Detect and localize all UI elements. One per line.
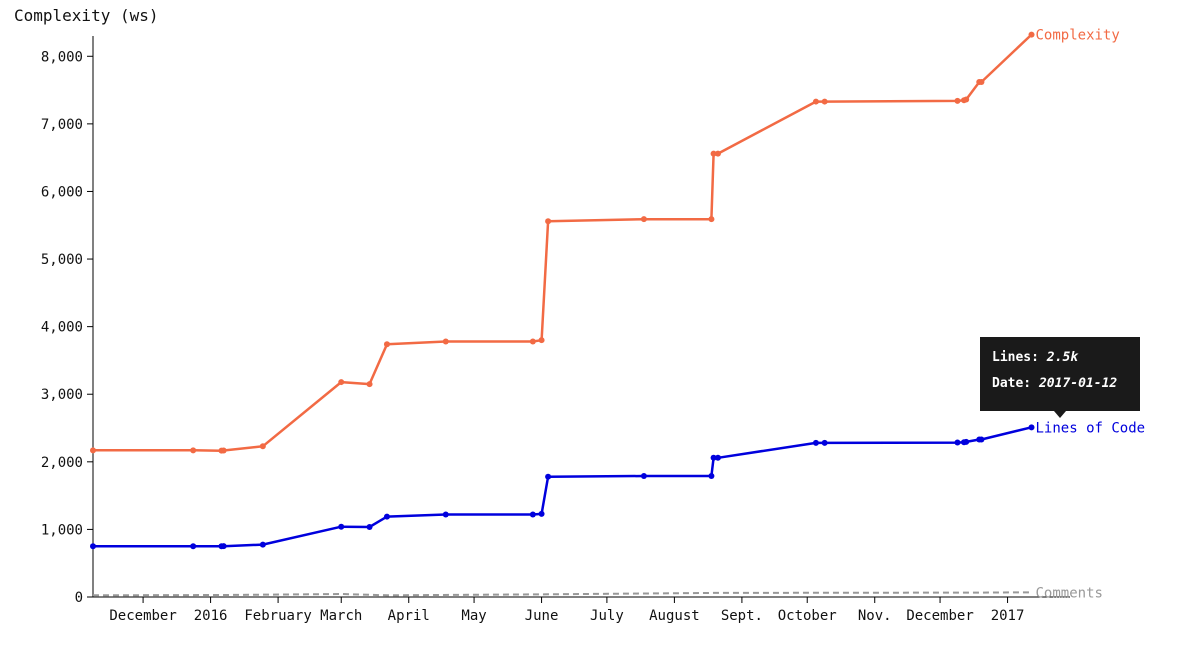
complexity-point bbox=[710, 150, 717, 157]
tooltip-lines-label: Lines: bbox=[992, 350, 1039, 365]
x-tick-label: April bbox=[388, 608, 430, 624]
lines-of-code-point bbox=[545, 473, 552, 480]
complexity-point bbox=[259, 443, 266, 450]
x-tick-label: 2016 bbox=[194, 608, 228, 624]
complexity-point bbox=[714, 150, 721, 157]
complexity-point bbox=[190, 447, 197, 454]
x-tick-label: 2017 bbox=[991, 608, 1025, 624]
complexity-point bbox=[963, 96, 970, 103]
lines-of-code-point bbox=[538, 510, 545, 517]
lines-of-code-point bbox=[978, 436, 985, 443]
lines-of-code-point bbox=[963, 438, 970, 445]
y-tick-label: 0 bbox=[75, 590, 83, 606]
tooltip-date-label: Date: bbox=[992, 376, 1032, 391]
complexity-point bbox=[90, 447, 96, 454]
tooltip-pointer bbox=[1054, 411, 1066, 418]
lines-of-code-point bbox=[90, 543, 96, 550]
complexity-point bbox=[442, 338, 449, 345]
y-tick-label: 4,000 bbox=[41, 320, 83, 336]
lines-of-code-line bbox=[93, 426, 1032, 548]
data-tooltip: Lines: 2.5k Date: 2017-01-12 bbox=[980, 337, 1140, 411]
lines-of-code-point bbox=[220, 543, 227, 550]
y-tick-label: 6,000 bbox=[41, 184, 83, 200]
y-tick-label: 3,000 bbox=[41, 387, 83, 403]
y-tick-label: 8,000 bbox=[41, 49, 83, 65]
lines-of-code-point bbox=[714, 454, 721, 461]
y-tick-label: 2,000 bbox=[41, 455, 83, 471]
comments-line bbox=[92, 591, 1032, 597]
complexity-point bbox=[1028, 31, 1035, 38]
y-tick-label: 7,000 bbox=[41, 117, 83, 133]
lines-of-code-point bbox=[383, 513, 390, 520]
complexity-point bbox=[640, 216, 647, 223]
tooltip-date-row: Date: 2017-01-12 bbox=[992, 371, 1128, 397]
complexity-point bbox=[812, 98, 819, 105]
complexity-point bbox=[383, 341, 390, 348]
lines-of-code-point bbox=[640, 473, 647, 480]
tooltip-lines-value: 2.5k bbox=[1046, 350, 1079, 365]
complexity-point bbox=[708, 216, 715, 223]
complexity-series-label: Complexity bbox=[1036, 28, 1120, 44]
tooltip-date-value: 2017-01-12 bbox=[1038, 376, 1118, 391]
lines-of-code-point bbox=[708, 473, 715, 480]
x-tick-label: July bbox=[590, 608, 624, 624]
lines-of-code-point bbox=[529, 511, 536, 518]
x-tick-label: October bbox=[778, 608, 837, 624]
x-tick-label: May bbox=[461, 608, 486, 624]
x-tick-label: August bbox=[649, 608, 700, 624]
x-tick-label: December bbox=[906, 608, 973, 624]
x-tick-label: March bbox=[320, 608, 362, 624]
complexity-point bbox=[545, 218, 552, 225]
y-tick-label: 5,000 bbox=[41, 252, 83, 268]
y-axis-title: Complexity (ws) bbox=[14, 6, 159, 25]
lines-of-code-point bbox=[821, 439, 828, 446]
complexity-point bbox=[954, 97, 961, 104]
x-tick-label: Nov. bbox=[858, 608, 892, 624]
lines-of-code-point bbox=[1028, 424, 1035, 431]
complexity-point bbox=[220, 447, 227, 454]
comments-series-label: Comments bbox=[1036, 585, 1103, 601]
x-tick-label: February bbox=[244, 608, 311, 624]
complexity-point bbox=[338, 379, 345, 386]
x-tick-label: December bbox=[109, 608, 176, 624]
lines-of-code-point bbox=[338, 523, 345, 530]
complexity-point bbox=[821, 98, 828, 105]
x-tick-label: Sept. bbox=[721, 608, 763, 624]
lines-of-code-point bbox=[259, 541, 266, 548]
y-tick-label: 1,000 bbox=[41, 522, 83, 538]
complexity-line bbox=[93, 33, 1033, 452]
lines-of-code-point bbox=[442, 511, 449, 518]
complexity-point bbox=[529, 338, 536, 345]
tooltip-lines-row: Lines: 2.5k bbox=[992, 345, 1128, 371]
complexity-point bbox=[978, 78, 985, 85]
lines-of-code-point bbox=[366, 524, 373, 531]
complexity-point bbox=[538, 337, 545, 344]
x-tick-label: June bbox=[525, 608, 559, 624]
lines-of-code-point bbox=[812, 439, 819, 446]
lines-of-code-point bbox=[190, 543, 197, 550]
lines-of-code-series-label: Lines of Code bbox=[1036, 420, 1146, 436]
complexity-point bbox=[366, 381, 373, 388]
lines-of-code-point bbox=[954, 439, 961, 446]
lines-of-code-point bbox=[710, 454, 717, 461]
